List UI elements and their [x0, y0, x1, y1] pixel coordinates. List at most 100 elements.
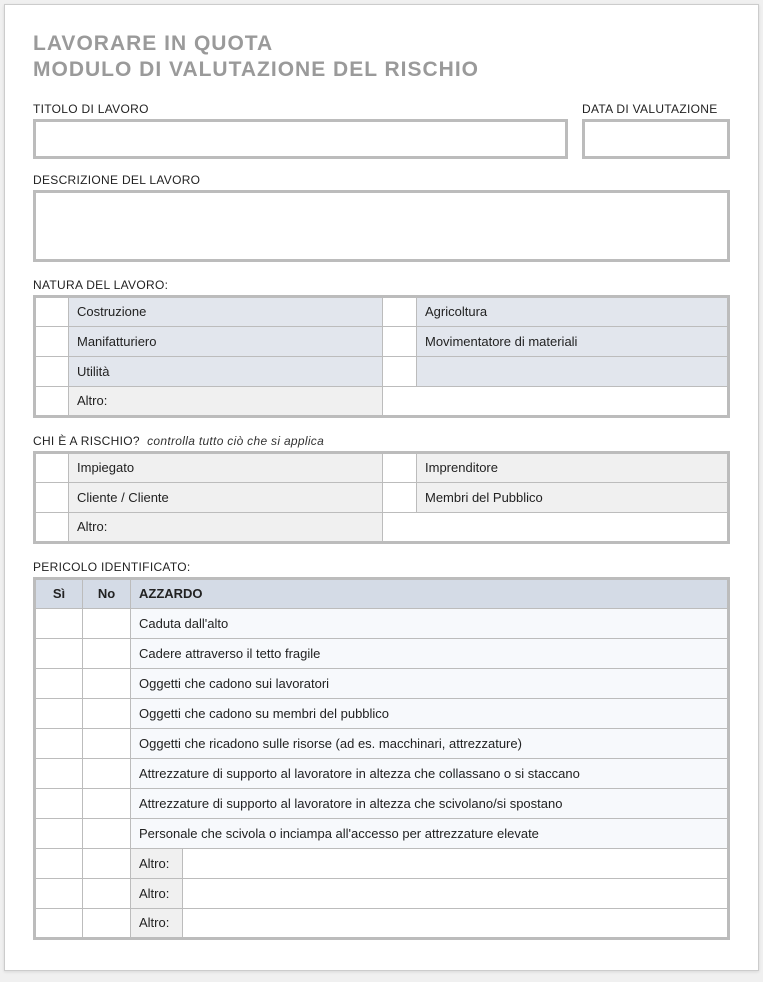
- hazard-text: Oggetti che cadono su membri del pubblic…: [131, 698, 729, 728]
- table-row: Attrezzature di supporto al lavoratore i…: [35, 758, 729, 788]
- table-row: Altro:: [35, 908, 729, 938]
- table-row: Altro:: [35, 848, 729, 878]
- checkbox-cell[interactable]: [383, 326, 417, 356]
- table-row: Manifatturiero Movimentatore di material…: [35, 326, 729, 356]
- other-label: Altro:: [69, 386, 383, 416]
- eval-date-input[interactable]: [582, 119, 730, 159]
- job-desc-block: DESCRIZIONE DEL LAVORO: [33, 173, 730, 262]
- eval-date-label: DATA DI VALUTAZIONE: [582, 102, 730, 116]
- yes-cell[interactable]: [35, 608, 83, 638]
- table-row: Altro:: [35, 512, 729, 542]
- yes-cell[interactable]: [35, 878, 83, 908]
- no-cell[interactable]: [83, 638, 131, 668]
- checkbox-cell[interactable]: [383, 356, 417, 386]
- checkbox-cell[interactable]: [35, 326, 69, 356]
- no-cell[interactable]: [83, 758, 131, 788]
- table-row: Costruzione Agricoltura: [35, 296, 729, 326]
- other-label: Altro:: [131, 908, 183, 938]
- no-cell[interactable]: [83, 818, 131, 848]
- col-no: No: [83, 578, 131, 608]
- hazard-text: Oggetti che cadono sui lavoratori: [131, 668, 729, 698]
- yes-cell[interactable]: [35, 848, 83, 878]
- job-title-label: TITOLO DI LAVORO: [33, 102, 568, 116]
- table-row: Attrezzature di supporto al lavoratore i…: [35, 788, 729, 818]
- col-si: Sì: [35, 578, 83, 608]
- no-cell[interactable]: [83, 848, 131, 878]
- checkbox-cell[interactable]: [35, 386, 69, 416]
- no-cell[interactable]: [83, 728, 131, 758]
- job-desc-input[interactable]: [33, 190, 730, 262]
- form-page: LAVORARE IN QUOTA MODULO DI VALUTAZIONE …: [4, 4, 759, 971]
- no-cell[interactable]: [83, 788, 131, 818]
- other-input[interactable]: [183, 848, 729, 878]
- hazard-text: Cadere attraverso il tetto fragile: [131, 638, 729, 668]
- checkbox-cell[interactable]: [35, 452, 69, 482]
- header-row: TITOLO DI LAVORO DATA DI VALUTAZIONE: [33, 102, 730, 159]
- yes-cell[interactable]: [35, 788, 83, 818]
- job-title-input[interactable]: [33, 119, 568, 159]
- table-row: Impiegato Imprenditore: [35, 452, 729, 482]
- table-row: Cliente / Cliente Membri del Pubblico: [35, 482, 729, 512]
- hazard-text: Personale che scivola o inciampa all'acc…: [131, 818, 729, 848]
- hazard-text: Oggetti che ricadono sulle risorse (ad e…: [131, 728, 729, 758]
- table-row: Altro:: [35, 878, 729, 908]
- other-label: Altro:: [131, 848, 183, 878]
- other-input[interactable]: [383, 386, 729, 416]
- other-input[interactable]: [183, 878, 729, 908]
- hazard-text: Caduta dall'alto: [131, 608, 729, 638]
- checkbox-cell[interactable]: [35, 512, 69, 542]
- table-row: Personale che scivola o inciampa all'acc…: [35, 818, 729, 848]
- title-line-2: MODULO DI VALUTAZIONE DEL RISCHIO: [33, 58, 479, 81]
- yes-cell[interactable]: [35, 818, 83, 848]
- table-row: Oggetti che cadono su membri del pubblic…: [35, 698, 729, 728]
- risk-option: Impiegato: [69, 452, 383, 482]
- other-input[interactable]: [183, 908, 729, 938]
- job-title-block: TITOLO DI LAVORO: [33, 102, 568, 159]
- risk-label: CHI È A RISCHIO? controlla tutto ciò che…: [33, 434, 730, 448]
- other-input[interactable]: [383, 512, 729, 542]
- no-cell[interactable]: [83, 668, 131, 698]
- hazard-label: PERICOLO IDENTIFICATO:: [33, 560, 730, 574]
- nature-option: Manifatturiero: [69, 326, 383, 356]
- checkbox-cell[interactable]: [383, 296, 417, 326]
- nature-option: Movimentatore di materiali: [417, 326, 729, 356]
- checkbox-cell[interactable]: [35, 482, 69, 512]
- table-row: Cadere attraverso il tetto fragile: [35, 638, 729, 668]
- risk-table: Impiegato Imprenditore Cliente / Cliente…: [33, 451, 730, 544]
- yes-cell[interactable]: [35, 758, 83, 788]
- no-cell[interactable]: [83, 878, 131, 908]
- checkbox-cell[interactable]: [383, 482, 417, 512]
- risk-option: Membri del Pubblico: [417, 482, 729, 512]
- other-label: Altro:: [69, 512, 383, 542]
- risk-option: Cliente / Cliente: [69, 482, 383, 512]
- no-cell[interactable]: [83, 698, 131, 728]
- checkbox-cell[interactable]: [383, 452, 417, 482]
- yes-cell[interactable]: [35, 638, 83, 668]
- hazard-text: Attrezzature di supporto al lavoratore i…: [131, 788, 729, 818]
- yes-cell[interactable]: [35, 908, 83, 938]
- checkbox-cell[interactable]: [35, 296, 69, 326]
- risk-hint: controlla tutto ciò che si applica: [147, 434, 324, 448]
- yes-cell[interactable]: [35, 728, 83, 758]
- nature-option: Utilità: [69, 356, 383, 386]
- risk-option: Imprenditore: [417, 452, 729, 482]
- no-cell[interactable]: [83, 908, 131, 938]
- table-row: Altro:: [35, 386, 729, 416]
- table-row: Caduta dall'alto: [35, 608, 729, 638]
- nature-table: Costruzione Agricoltura Manifatturiero M…: [33, 295, 730, 418]
- risk-label-text: CHI È A RISCHIO?: [33, 434, 140, 448]
- yes-cell[interactable]: [35, 698, 83, 728]
- nature-option: [417, 356, 729, 386]
- table-row: Oggetti che ricadono sulle risorse (ad e…: [35, 728, 729, 758]
- title-line-1: LAVORARE IN QUOTA: [33, 32, 273, 55]
- hazard-table: Sì No AZZARDO Caduta dall'alto Cadere at…: [33, 577, 730, 940]
- table-row: Oggetti che cadono sui lavoratori: [35, 668, 729, 698]
- table-header-row: Sì No AZZARDO: [35, 578, 729, 608]
- nature-label: NATURA DEL LAVORO:: [33, 278, 730, 292]
- checkbox-cell[interactable]: [35, 356, 69, 386]
- yes-cell[interactable]: [35, 668, 83, 698]
- eval-date-block: DATA DI VALUTAZIONE: [582, 102, 730, 159]
- table-row: Utilità: [35, 356, 729, 386]
- job-desc-label: DESCRIZIONE DEL LAVORO: [33, 173, 730, 187]
- no-cell[interactable]: [83, 608, 131, 638]
